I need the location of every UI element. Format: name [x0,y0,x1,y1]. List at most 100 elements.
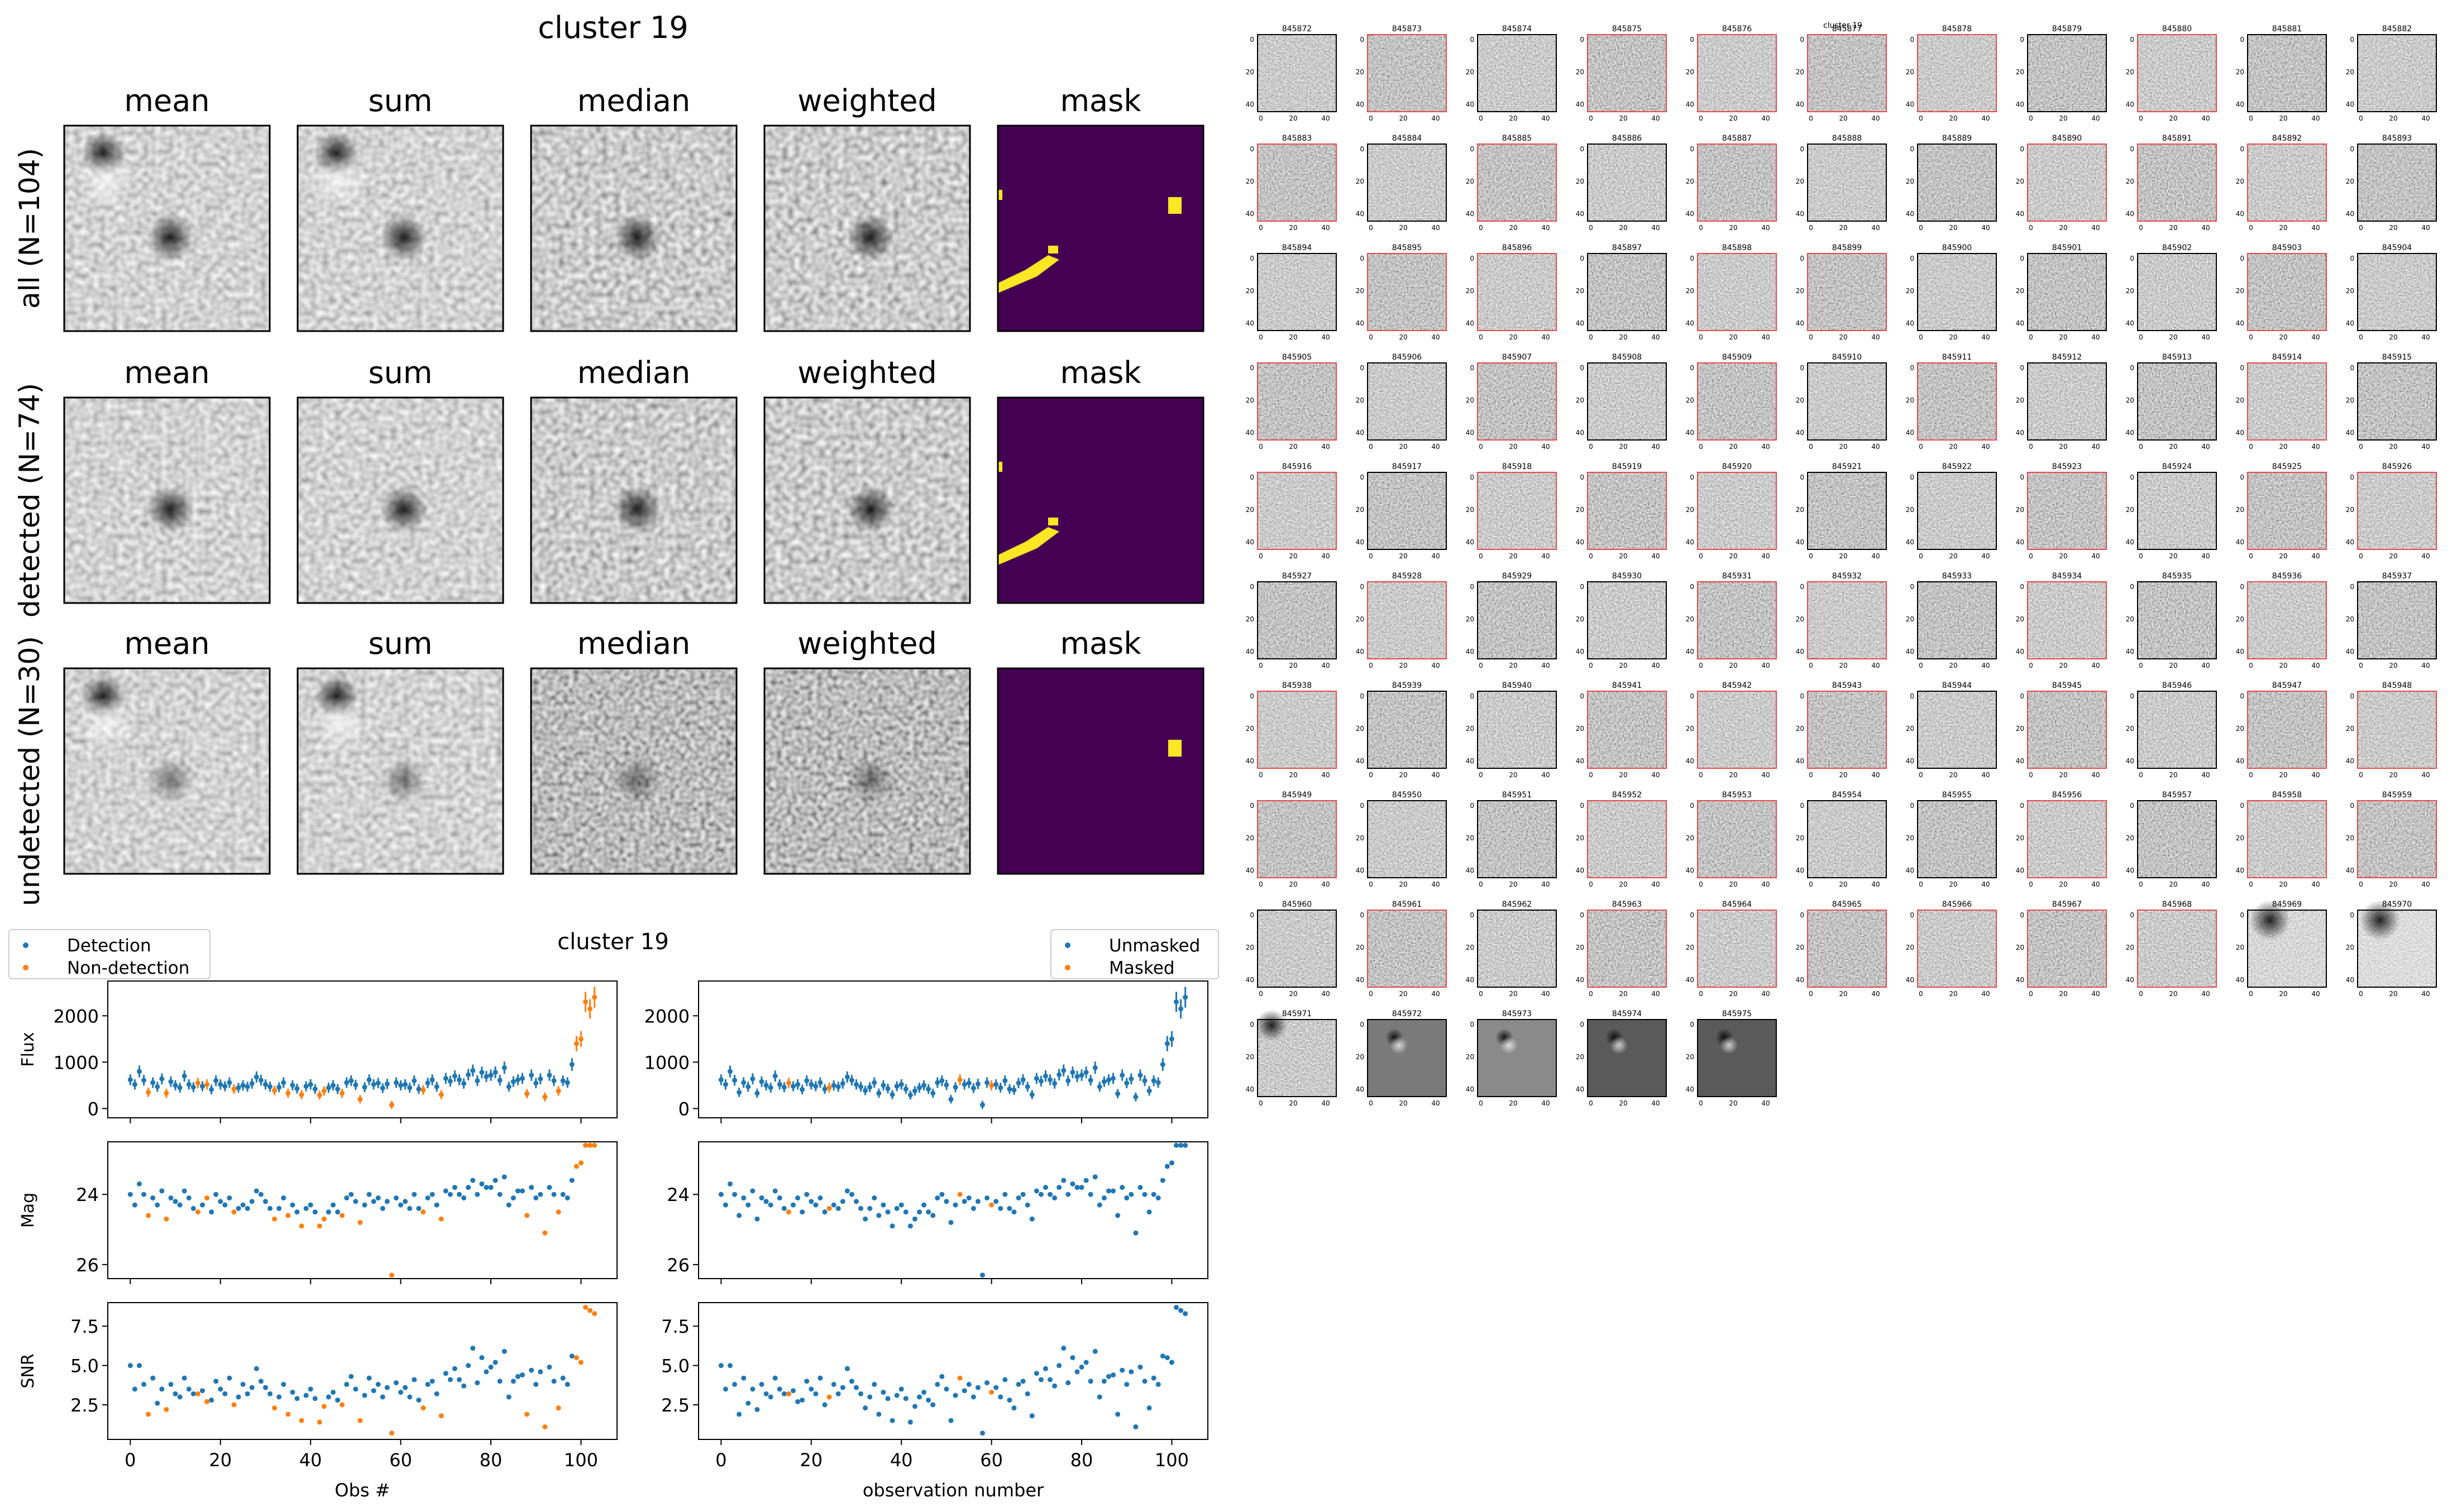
stamp-y-tick: 40 [1906,976,1914,984]
stamp-image [1588,910,1666,987]
data-point [425,1080,431,1086]
stamp-x-tick: 20 [1949,114,1957,122]
data-point [466,1363,471,1369]
data-point [1061,1068,1067,1073]
stamp-frame [2357,143,2437,222]
stamp-x-tick: 40 [1981,443,1990,451]
stamp-frame [2357,581,2437,659]
stamp-frame [2027,143,2107,222]
data-point [813,1202,819,1208]
stamp-y-tick: 20 [1796,506,1804,514]
stamp-y-tick: 0 [1360,255,1364,262]
data-point [1074,1185,1080,1190]
stamp-y-tick: 40 [1246,976,1254,984]
data-point [573,1164,579,1169]
data-point [930,1402,936,1408]
legend-marker [1065,965,1070,970]
stamp-x-tick: 0 [1699,771,1703,779]
data-point [529,1073,534,1078]
data-point [195,1209,200,1215]
stamp-x-tick: 40 [2311,114,2320,122]
stamp-label: 845933 [1942,572,1972,581]
data-point [1007,1087,1012,1092]
stamp-y-tick: 40 [2016,976,2024,984]
stamp-label: 845973 [1502,1009,1532,1018]
stamp-frame [1367,34,1447,112]
stamp-x-tick: 40 [2201,114,2210,122]
stamp-x-tick: 20 [2169,114,2177,122]
stamp-y-tick: 40 [1356,429,1364,437]
stamp-y-tick: 40 [2126,648,2134,655]
data-point [384,1081,390,1087]
source-blob [380,214,427,261]
stamp-y-tick: 20 [1686,725,1694,733]
stamp-label: 845878 [1942,25,1972,34]
stamp-image [1698,801,1776,878]
data-point [763,1083,769,1088]
stamp-frame [1587,472,1667,550]
stamp-image [1808,910,1886,987]
stamp-label: 845928 [1392,572,1422,581]
stamp-image [2358,144,2436,221]
stamp-y-tick: 0 [1690,364,1694,372]
data-point [348,1078,354,1084]
data-point [1074,1369,1080,1375]
data-point [831,1202,836,1208]
stamp-label: 845893 [2382,134,2412,143]
stamp-image [2028,253,2106,331]
stamp-y-tick: 20 [1356,944,1364,951]
data-point [299,1092,304,1097]
stamp-x-tick: 20 [2389,224,2397,232]
stamp-x-tick: 20 [1729,771,1737,779]
data-point [885,1396,891,1401]
data-point [768,1202,773,1208]
stamp-x-tick: 0 [2249,114,2253,122]
stamp-frame [1917,34,1997,112]
stamp-y-tick: 20 [1246,834,1254,842]
stamp-x-tick: 20 [1399,333,1407,341]
mask-streak [998,527,1059,565]
data-point [840,1199,845,1204]
stamp-y-tick: 0 [1580,802,1584,810]
data-point [403,1199,408,1204]
lightcurve-figure-title: cluster 19 [557,929,669,955]
data-point [1025,1202,1030,1208]
stamp-frame [2027,253,2107,331]
stamp-image [1698,910,1776,987]
stamp-frame [1807,362,1887,441]
stamp-image [1918,472,1996,549]
data-point [989,1202,995,1208]
data-point [380,1394,385,1400]
data-point [1129,1076,1134,1082]
data-point [299,1418,304,1423]
stamp-x-tick: 40 [2421,333,2430,341]
stamp-y-tick: 20 [1356,178,1364,185]
stamp-y-tick: 0 [1470,583,1474,591]
data-point [1048,1192,1053,1197]
stamp-x-tick: 40 [2421,443,2430,451]
stamp-x-tick: 0 [2029,881,2033,888]
stamp-y-tick: 40 [1686,1085,1694,1093]
stamp-x-tick: 20 [2169,662,2177,669]
stamp-y-tick: 20 [1906,68,1914,76]
stamp-y-tick: 0 [2130,692,2134,700]
stamp-frame [530,125,738,332]
data-point [853,1199,859,1204]
stamp-frame [2247,910,2327,988]
data-point [1034,1371,1039,1376]
data-point [294,1209,300,1215]
data-point [849,1192,854,1197]
data-point [308,1082,313,1087]
data-point [412,1377,417,1382]
data-point [443,1075,448,1081]
data-point [1115,1091,1121,1097]
stamp-x-tick: 20 [1399,881,1407,888]
stamp-y-tick: 40 [1906,210,1914,218]
stamp-x-tick: 0 [1369,224,1373,232]
stamp-y-tick: 40 [2016,648,2024,655]
data-point [1129,1369,1134,1375]
stamp-y-tick: 40 [2016,319,2024,327]
axes-frame [107,980,618,1118]
data-point [984,1195,990,1201]
data-point [1111,1075,1116,1081]
